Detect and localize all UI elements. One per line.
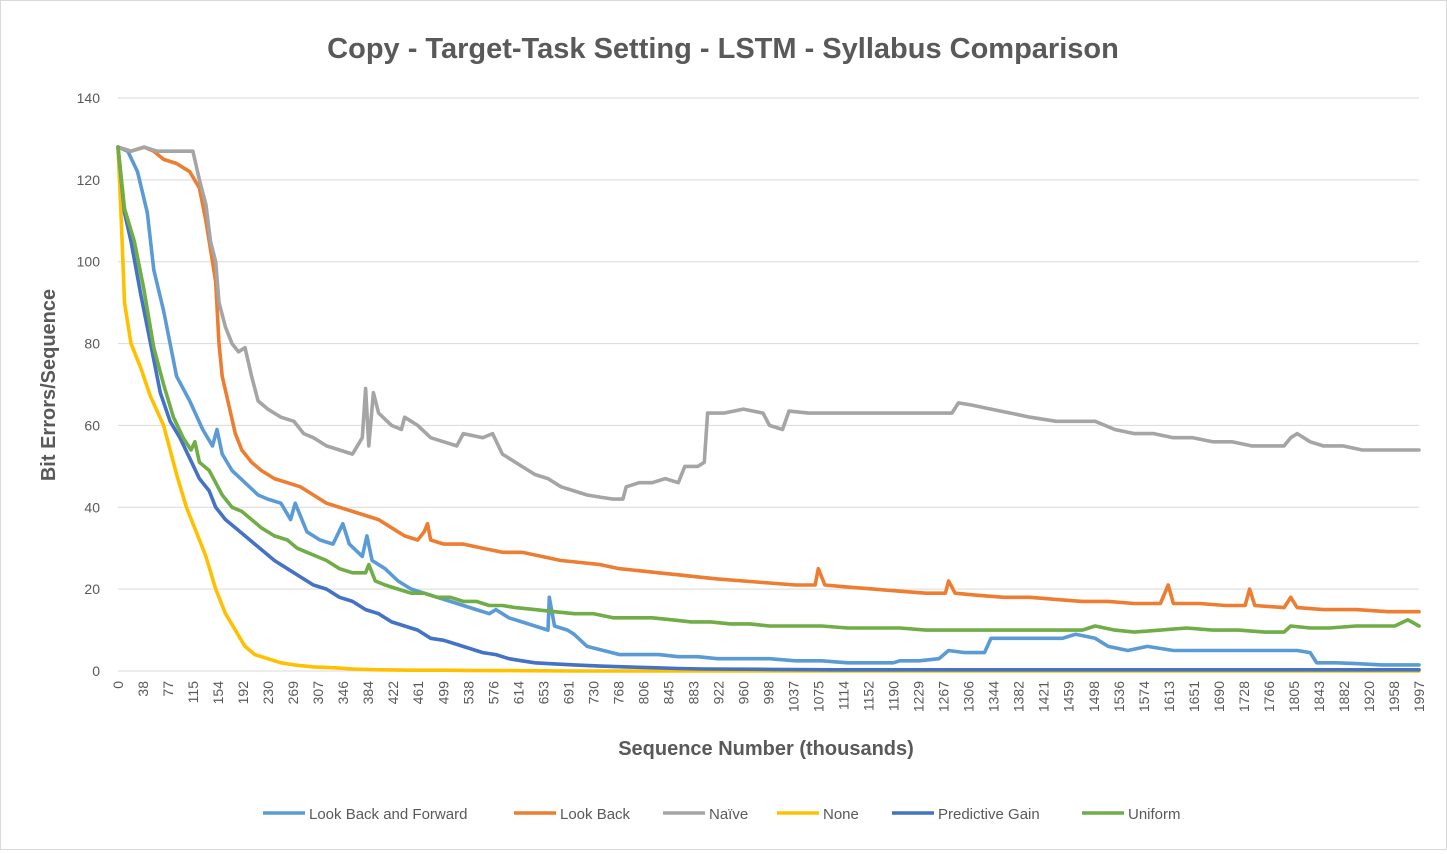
x-tick-label: 1114 [836, 681, 852, 710]
y-tick-label: 140 [77, 90, 101, 106]
x-tick-label: 1613 [1161, 681, 1177, 712]
x-tick-label: 1805 [1286, 681, 1302, 712]
x-tick-label: 1306 [961, 681, 977, 712]
x-tick-label: 307 [310, 681, 326, 705]
series-line-na-ve [116, 145, 1421, 501]
legend: Look Back and Forward Look Back Naïve None P… [263, 806, 1181, 823]
x-tick-label: 1459 [1061, 681, 1077, 712]
x-tick-label: 1882 [1336, 681, 1352, 712]
legend-label: None [823, 806, 859, 823]
x-tick-label: 1229 [911, 681, 927, 712]
x-tick-label: 77 [160, 681, 176, 697]
x-tick-label: 1344 [986, 681, 1002, 712]
x-tick-label: 422 [385, 681, 401, 705]
x-tick-label: 998 [761, 681, 777, 705]
x-tick-label: 1267 [936, 681, 952, 712]
x-tick-label: 730 [585, 681, 601, 705]
x-tick-label: 1766 [1261, 681, 1277, 712]
x-tick-label: 1075 [811, 681, 827, 712]
x-tick-label: 653 [535, 681, 551, 705]
x-tick-label: 614 [510, 681, 526, 705]
x-tick-label: 384 [360, 681, 376, 705]
y-tick-label: 80 [84, 336, 100, 352]
x-tick-label: 154 [210, 681, 226, 705]
x-tick-label: 1843 [1311, 681, 1327, 712]
series-line-uniform [116, 145, 1421, 634]
legend-label: Look Back [560, 806, 631, 823]
x-tick-label: 960 [735, 681, 751, 705]
x-tick-labels: 0 38 77 115 154 192 230 269 307 346 384 422 461 499 53… [110, 681, 1427, 712]
legend-label: Naïve [709, 806, 748, 823]
series-line-none [116, 145, 1421, 673]
x-tick-label: 1152 [861, 681, 877, 711]
x-tick-label: 922 [710, 681, 726, 705]
x-tick-label: 269 [285, 681, 301, 705]
x-tick-label: 845 [660, 681, 676, 705]
series-lines [116, 145, 1421, 673]
x-tick-label: 1728 [1236, 681, 1252, 712]
x-tick-label: 1498 [1086, 681, 1102, 712]
legend-label: Look Back and Forward [309, 806, 467, 823]
x-tick-label: 883 [685, 681, 701, 705]
x-tick-label: 806 [635, 681, 651, 705]
x-tick-label: 0 [110, 681, 126, 689]
x-tick-label: 691 [560, 681, 576, 705]
y-tick-label: 120 [77, 172, 101, 188]
x-tick-label: 1997 [1411, 681, 1427, 712]
x-tick-label: 576 [485, 681, 501, 705]
x-tick-label: 768 [610, 681, 626, 705]
x-tick-label: 1690 [1211, 681, 1227, 712]
x-tick-label: 1421 [1036, 681, 1052, 712]
x-tick-label: 1190 [886, 681, 902, 711]
chart-title: Copy - Target-Task Setting - LSTM - Syll… [327, 33, 1119, 65]
x-tick-label: 1037 [786, 681, 802, 712]
x-tick-label: 1574 [1136, 681, 1152, 712]
x-tick-label: 346 [335, 681, 351, 705]
y-tick-label: 100 [77, 254, 101, 270]
y-tick-label: 0 [92, 663, 100, 679]
x-tick-label: 38 [135, 681, 151, 697]
x-tick-label: 1651 [1186, 681, 1202, 712]
legend-label: Predictive Gain [938, 806, 1040, 823]
x-tick-label: 1536 [1111, 681, 1127, 712]
y-tick-label: 40 [84, 499, 100, 515]
legend-label: Uniform [1128, 806, 1181, 823]
y-tick-labels: 0 20 40 60 80 100 120 140 [77, 90, 101, 679]
x-tick-label: 192 [235, 681, 251, 705]
series-line-look-back-and-forward [116, 145, 1421, 667]
x-tick-label: 1382 [1011, 681, 1027, 712]
x-tick-label: 499 [435, 681, 451, 705]
y-tick-label: 60 [84, 417, 100, 433]
series-line-look-back [116, 145, 1421, 614]
series-line-predictive-gain [116, 145, 1421, 672]
x-axis-title: Sequence Number (thousands) [618, 738, 914, 760]
y-axis-title: Bit Errors/Sequence [38, 289, 60, 481]
x-tick-label: 115 [185, 681, 201, 704]
x-tick-label: 538 [460, 681, 476, 705]
x-tick-label: 1920 [1361, 681, 1377, 712]
x-tick-label: 461 [410, 681, 426, 705]
y-tick-label: 20 [84, 581, 100, 597]
x-tick-label: 230 [260, 681, 276, 705]
x-tick-label: 1958 [1386, 681, 1402, 712]
